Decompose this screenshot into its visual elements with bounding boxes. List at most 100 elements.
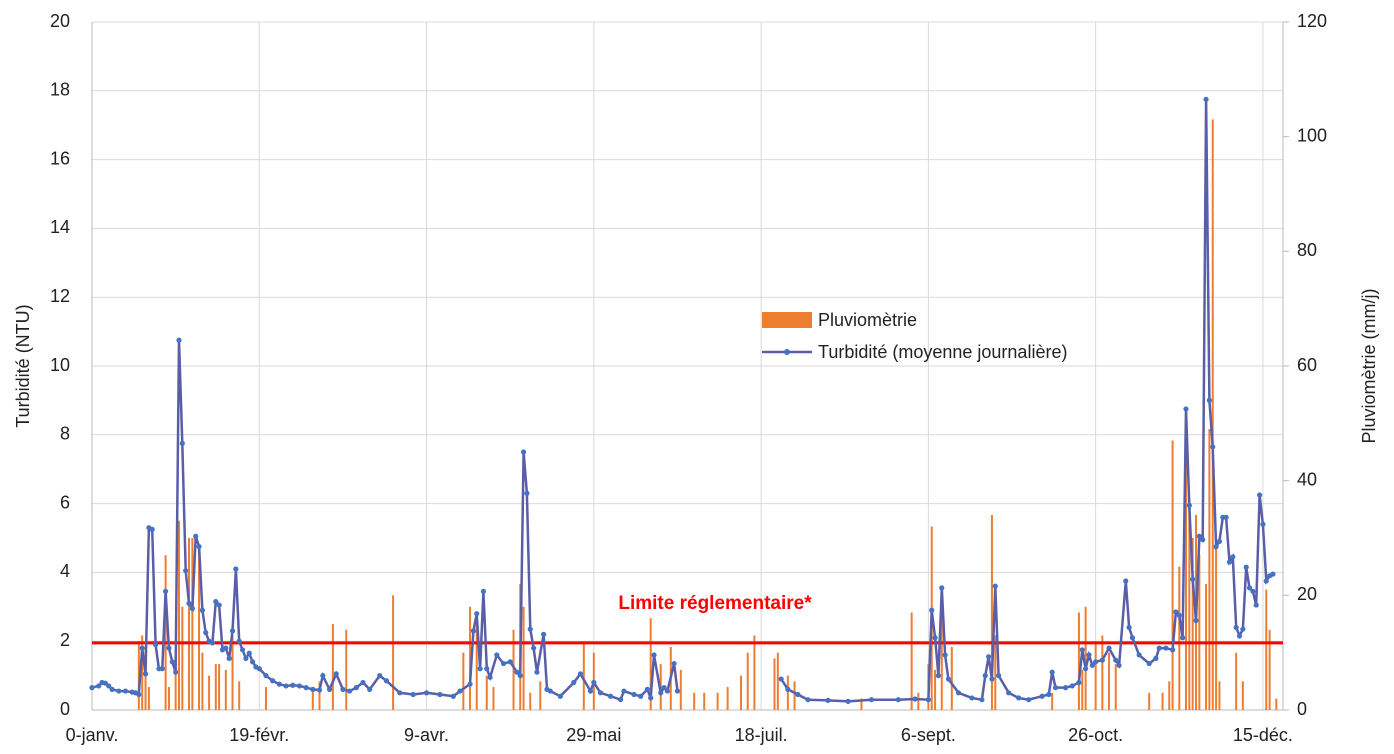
rain-bar bbox=[539, 681, 542, 710]
turbidity-point bbox=[1062, 685, 1069, 691]
turbidity-point bbox=[1129, 635, 1136, 641]
rain-bar bbox=[753, 635, 756, 710]
turbidity-point bbox=[939, 585, 945, 591]
turbidity-point bbox=[122, 688, 129, 694]
rain-bar bbox=[1241, 681, 1244, 710]
turbidity-point bbox=[152, 642, 159, 648]
y-tick-label: 2 bbox=[60, 630, 70, 650]
turbidity-point bbox=[303, 685, 309, 691]
turbidity-point bbox=[1089, 662, 1095, 668]
rain-bar bbox=[917, 692, 920, 710]
rain-bar bbox=[345, 629, 348, 710]
turbidity-point bbox=[1093, 659, 1099, 665]
turbidity-point bbox=[1106, 645, 1112, 651]
rain-bar bbox=[703, 692, 706, 710]
rain-bar bbox=[512, 629, 515, 710]
turbidity-point bbox=[996, 673, 1002, 679]
threshold-label: Limite réglementaire* bbox=[618, 593, 812, 614]
turbidity-point bbox=[644, 686, 650, 692]
rain-bar bbox=[994, 635, 997, 710]
turbidity-point bbox=[1079, 647, 1085, 653]
legend-label: Pluviomètrie bbox=[818, 310, 917, 330]
turbidity-point bbox=[243, 655, 249, 662]
rain-bar bbox=[331, 624, 334, 710]
rain-bar bbox=[1077, 612, 1080, 710]
turbidity-point bbox=[778, 676, 784, 682]
turbidity-point bbox=[183, 568, 189, 574]
turbidity-point bbox=[96, 683, 102, 689]
turbidity-point bbox=[450, 693, 456, 699]
rain-bar bbox=[164, 555, 167, 710]
turbidity-point bbox=[1260, 521, 1266, 527]
turbidity-point bbox=[1196, 533, 1202, 539]
legend-label: Turbidité (moyenne journalière) bbox=[818, 342, 1067, 362]
turbidity-point bbox=[1216, 538, 1223, 545]
rain-bar bbox=[1198, 555, 1201, 710]
turbidity-point bbox=[1233, 624, 1239, 631]
turbidity-point bbox=[360, 679, 366, 686]
rain-bar bbox=[1191, 538, 1194, 710]
turbidity-point bbox=[1006, 690, 1012, 696]
turbidity-point bbox=[223, 645, 229, 651]
turbidity-point bbox=[531, 645, 537, 651]
turbidity-point bbox=[1243, 564, 1249, 570]
turbidity-point bbox=[929, 607, 935, 613]
x-tick-label: 0-janv. bbox=[66, 725, 119, 745]
turbidity-point bbox=[1123, 578, 1129, 584]
rain-bar bbox=[147, 687, 150, 710]
turbidity-point bbox=[1206, 397, 1212, 403]
y2-tick-label: 60 bbox=[1297, 355, 1317, 375]
turbidity-point bbox=[1213, 544, 1219, 550]
y-tick-label: 4 bbox=[60, 561, 70, 581]
turbidity-point bbox=[992, 583, 998, 589]
turbidity-point bbox=[166, 645, 172, 651]
turbidity-point bbox=[179, 440, 185, 446]
turbidity-point bbox=[397, 690, 403, 696]
turbidity-point bbox=[333, 671, 339, 677]
turbidity-point bbox=[577, 671, 584, 677]
turbidity-point bbox=[955, 690, 962, 696]
rain-bar bbox=[740, 675, 743, 710]
y-tick-label: 0 bbox=[60, 699, 70, 719]
turbidity-point bbox=[1176, 612, 1182, 619]
turbidity-point bbox=[591, 679, 597, 686]
y-tick-label: 12 bbox=[50, 286, 70, 306]
rain-bar bbox=[1081, 669, 1084, 710]
turbidity-point bbox=[437, 691, 443, 698]
turbidity-point bbox=[1230, 554, 1236, 560]
turbidity-point bbox=[664, 688, 671, 694]
turbidity-point bbox=[621, 688, 627, 694]
y-tick-label: 20 bbox=[50, 11, 70, 31]
rain-bar bbox=[1275, 698, 1278, 710]
turbidity-point bbox=[658, 690, 664, 696]
y2-axis-title: Pluviomètrie (mm/j) bbox=[1359, 288, 1379, 443]
turbidity-point bbox=[557, 693, 563, 699]
rain-bar bbox=[1218, 681, 1221, 710]
legend-marker bbox=[784, 349, 790, 355]
turbidity-point bbox=[477, 666, 483, 672]
rain-bar bbox=[469, 606, 472, 710]
rain-bar bbox=[649, 618, 652, 710]
turbidity-point bbox=[142, 671, 149, 677]
turbidity-point bbox=[270, 678, 276, 684]
turbidity-point bbox=[982, 673, 988, 679]
x-tick-label: 15-déc. bbox=[1233, 725, 1293, 745]
turbidity-point bbox=[1256, 492, 1263, 498]
rain-bar bbox=[198, 549, 201, 710]
turbidity-point bbox=[785, 686, 791, 692]
turbidity-point bbox=[1180, 635, 1186, 641]
rain-bar bbox=[1148, 692, 1151, 710]
turbidity-point bbox=[213, 599, 219, 605]
turbidity-point bbox=[1190, 576, 1196, 582]
turbidity-point bbox=[246, 650, 252, 656]
rain-bar bbox=[1168, 681, 1171, 710]
rain-bar bbox=[1211, 119, 1214, 710]
turbidity-point bbox=[607, 693, 614, 699]
turbidity-point bbox=[229, 628, 236, 634]
turbidity-point bbox=[524, 490, 530, 496]
rain-bar bbox=[1184, 452, 1187, 710]
rain-bar bbox=[746, 652, 749, 710]
turbidity-point bbox=[163, 588, 169, 594]
turbidity-point bbox=[470, 628, 476, 634]
turbidity-point bbox=[236, 638, 242, 644]
